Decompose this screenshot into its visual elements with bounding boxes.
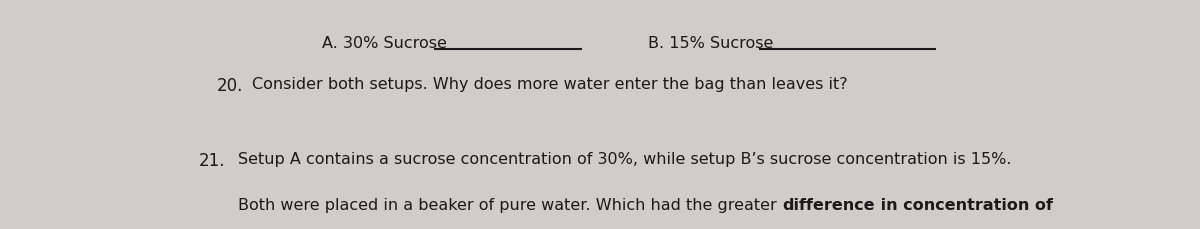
Text: difference: difference bbox=[782, 197, 875, 212]
Text: B. 15% Sucrose: B. 15% Sucrose bbox=[648, 36, 773, 51]
Text: in concentration of: in concentration of bbox=[875, 197, 1052, 212]
Text: Consider both setups. Why does more water enter the bag than leaves it?: Consider both setups. Why does more wate… bbox=[252, 77, 848, 92]
Text: Both were placed in a beaker of pure water. Which had the greater: Both were placed in a beaker of pure wat… bbox=[239, 197, 782, 212]
Text: A. 30% Sucrose: A. 30% Sucrose bbox=[322, 36, 446, 51]
Text: Setup A contains a sucrose concentration of 30%, while setup B’s sucrose concent: Setup A contains a sucrose concentration… bbox=[239, 151, 1012, 166]
Text: 20.: 20. bbox=[217, 77, 244, 95]
Text: 21.: 21. bbox=[198, 151, 224, 169]
